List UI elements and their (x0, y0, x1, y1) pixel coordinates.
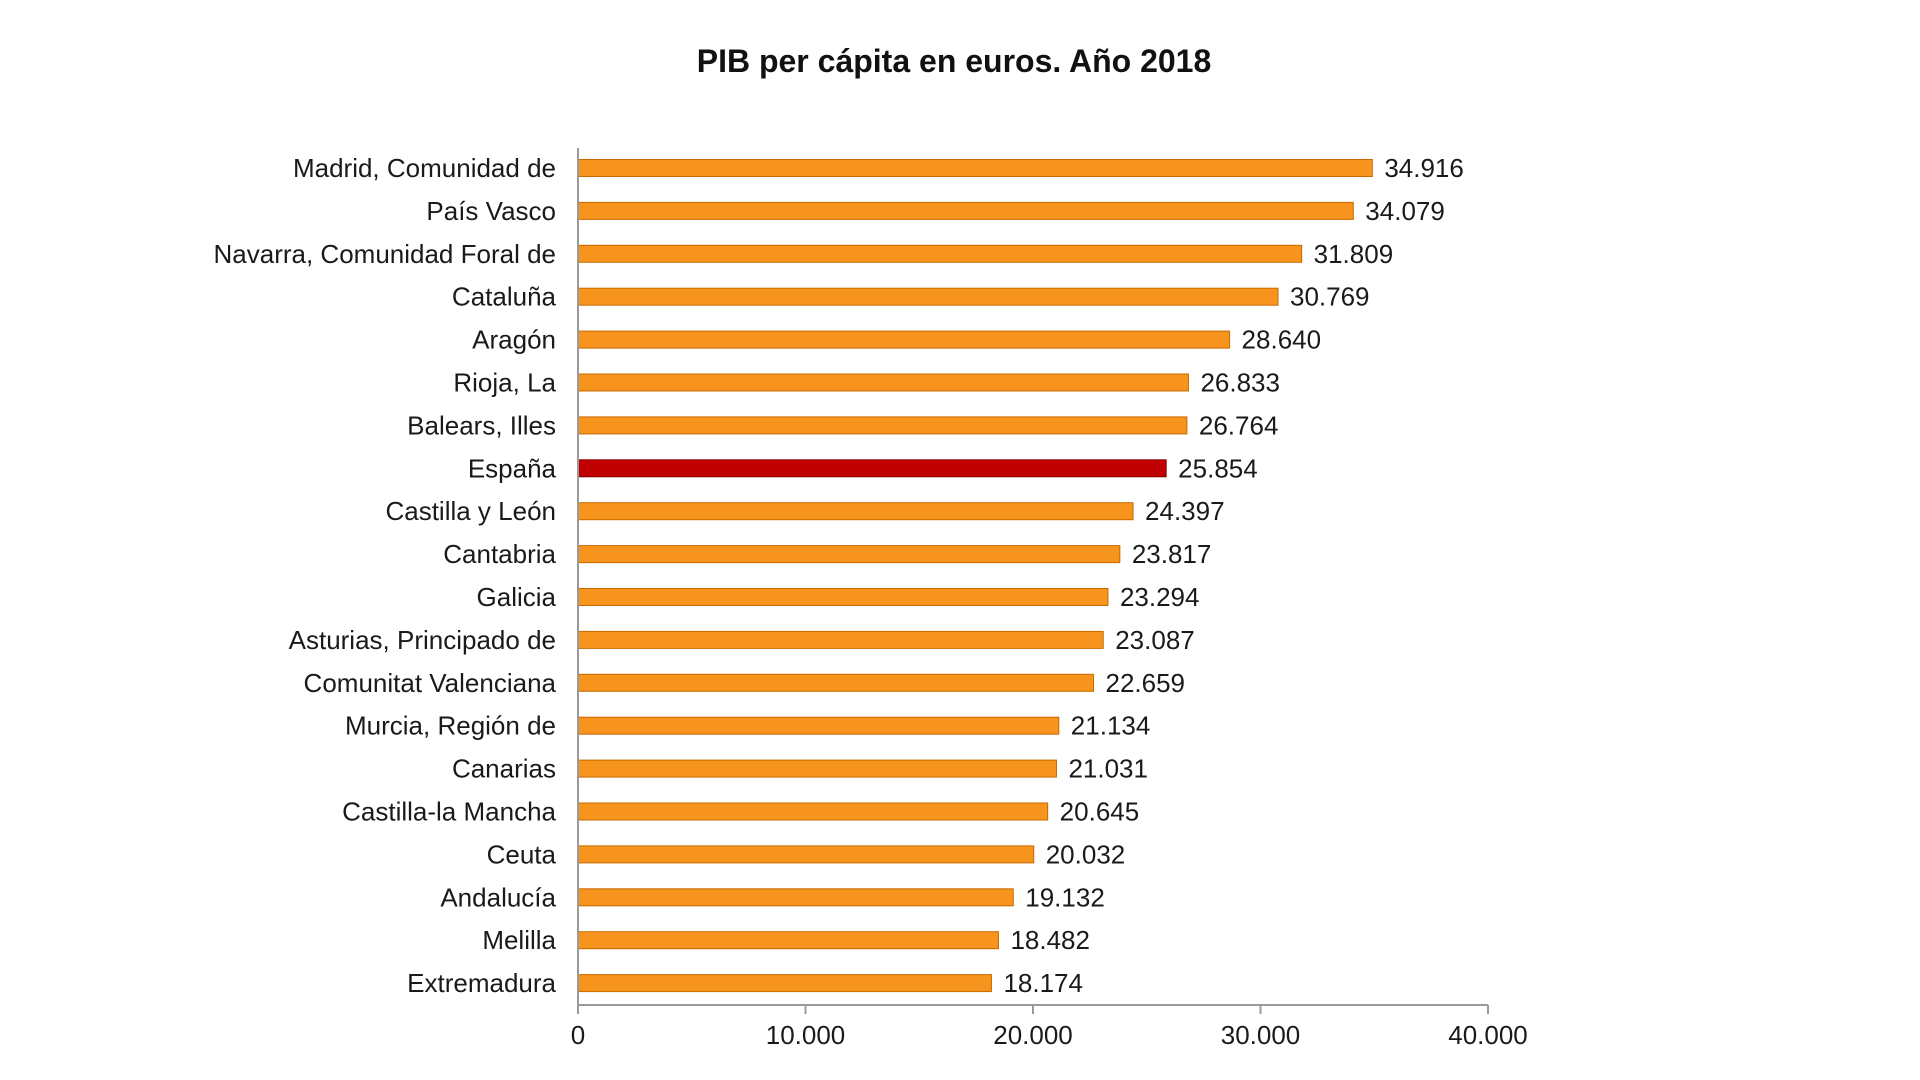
data-label: 34.079 (1365, 196, 1445, 226)
data-label: 23.087 (1115, 625, 1195, 655)
bar (577, 287, 1279, 306)
bar (577, 630, 1104, 649)
category-label: Madrid, Comunidad de (293, 153, 556, 183)
bar (577, 888, 1014, 907)
data-label: 34.916 (1384, 153, 1464, 183)
data-label: 26.833 (1200, 368, 1280, 398)
category-label: Galicia (477, 582, 557, 612)
data-label: 26.764 (1199, 410, 1279, 440)
category-label: Castilla-la Mancha (342, 797, 556, 827)
axis-layer: 0 10.000 20.000 30.000 40.000 (571, 148, 1528, 1050)
data-label: 19.132 (1025, 882, 1105, 912)
data-label: 20.032 (1046, 839, 1126, 869)
bar (577, 716, 1060, 735)
category-label: España (468, 453, 557, 483)
category-label: Castilla y León (385, 496, 556, 526)
chart-title: PIB per cápita en euros. Año 2018 (697, 43, 1212, 79)
category-label: Canarias (452, 754, 556, 784)
data-label: 21.134 (1071, 711, 1151, 741)
data-label: 31.809 (1314, 239, 1394, 269)
category-label: Cataluña (452, 282, 557, 312)
bar (577, 244, 1303, 263)
data-label: 22.659 (1105, 668, 1185, 698)
x-tick-label: 30.000 (1221, 1020, 1301, 1050)
bar (577, 416, 1188, 435)
x-tick-label: 20.000 (993, 1020, 1073, 1050)
category-label: Murcia, Región de (345, 711, 556, 741)
category-label: Rioja, La (453, 368, 556, 398)
bar (577, 974, 992, 993)
bar (577, 159, 1373, 177)
category-label: Asturias, Principado de (289, 625, 556, 655)
x-tick-label: 0 (571, 1020, 585, 1050)
bar (577, 545, 1121, 564)
category-label: Andalucía (440, 882, 556, 912)
data-label: 18.174 (1003, 968, 1083, 998)
data-label: 23.294 (1120, 582, 1200, 612)
data-label: 21.031 (1068, 754, 1148, 784)
data-label: 28.640 (1242, 325, 1322, 355)
bar (577, 802, 1049, 821)
bar (577, 673, 1094, 692)
category-label: Melilla (482, 925, 556, 955)
bar (577, 931, 999, 950)
category-label: Extremadura (407, 968, 556, 998)
bar (577, 845, 1035, 864)
data-label: 18.482 (1010, 925, 1090, 955)
data-label: 30.769 (1290, 282, 1370, 312)
bar (577, 330, 1231, 349)
category-label: Cantabria (443, 539, 556, 569)
x-tick-label: 10.000 (766, 1020, 846, 1050)
bar (577, 502, 1134, 521)
bar-highlight (577, 459, 1167, 478)
category-label: Balears, Illes (407, 410, 556, 440)
category-label: Navarra, Comunidad Foral de (214, 239, 557, 269)
category-label: Aragón (472, 325, 556, 355)
data-label: 20.645 (1060, 797, 1140, 827)
category-label: Comunitat Valenciana (304, 668, 557, 698)
data-label: 25.854 (1178, 453, 1258, 483)
x-tick-label: 40.000 (1448, 1020, 1528, 1050)
bars-layer: Madrid, Comunidad de 34.916 País Vasco 34.0… (214, 153, 1464, 998)
data-label: 24.397 (1145, 496, 1225, 526)
category-label: Ceuta (487, 839, 557, 869)
data-label: 23.817 (1132, 539, 1212, 569)
bar (577, 588, 1109, 606)
category-label: País Vasco (426, 196, 556, 226)
bar (577, 201, 1354, 220)
bar (577, 759, 1057, 778)
bar (577, 373, 1189, 392)
